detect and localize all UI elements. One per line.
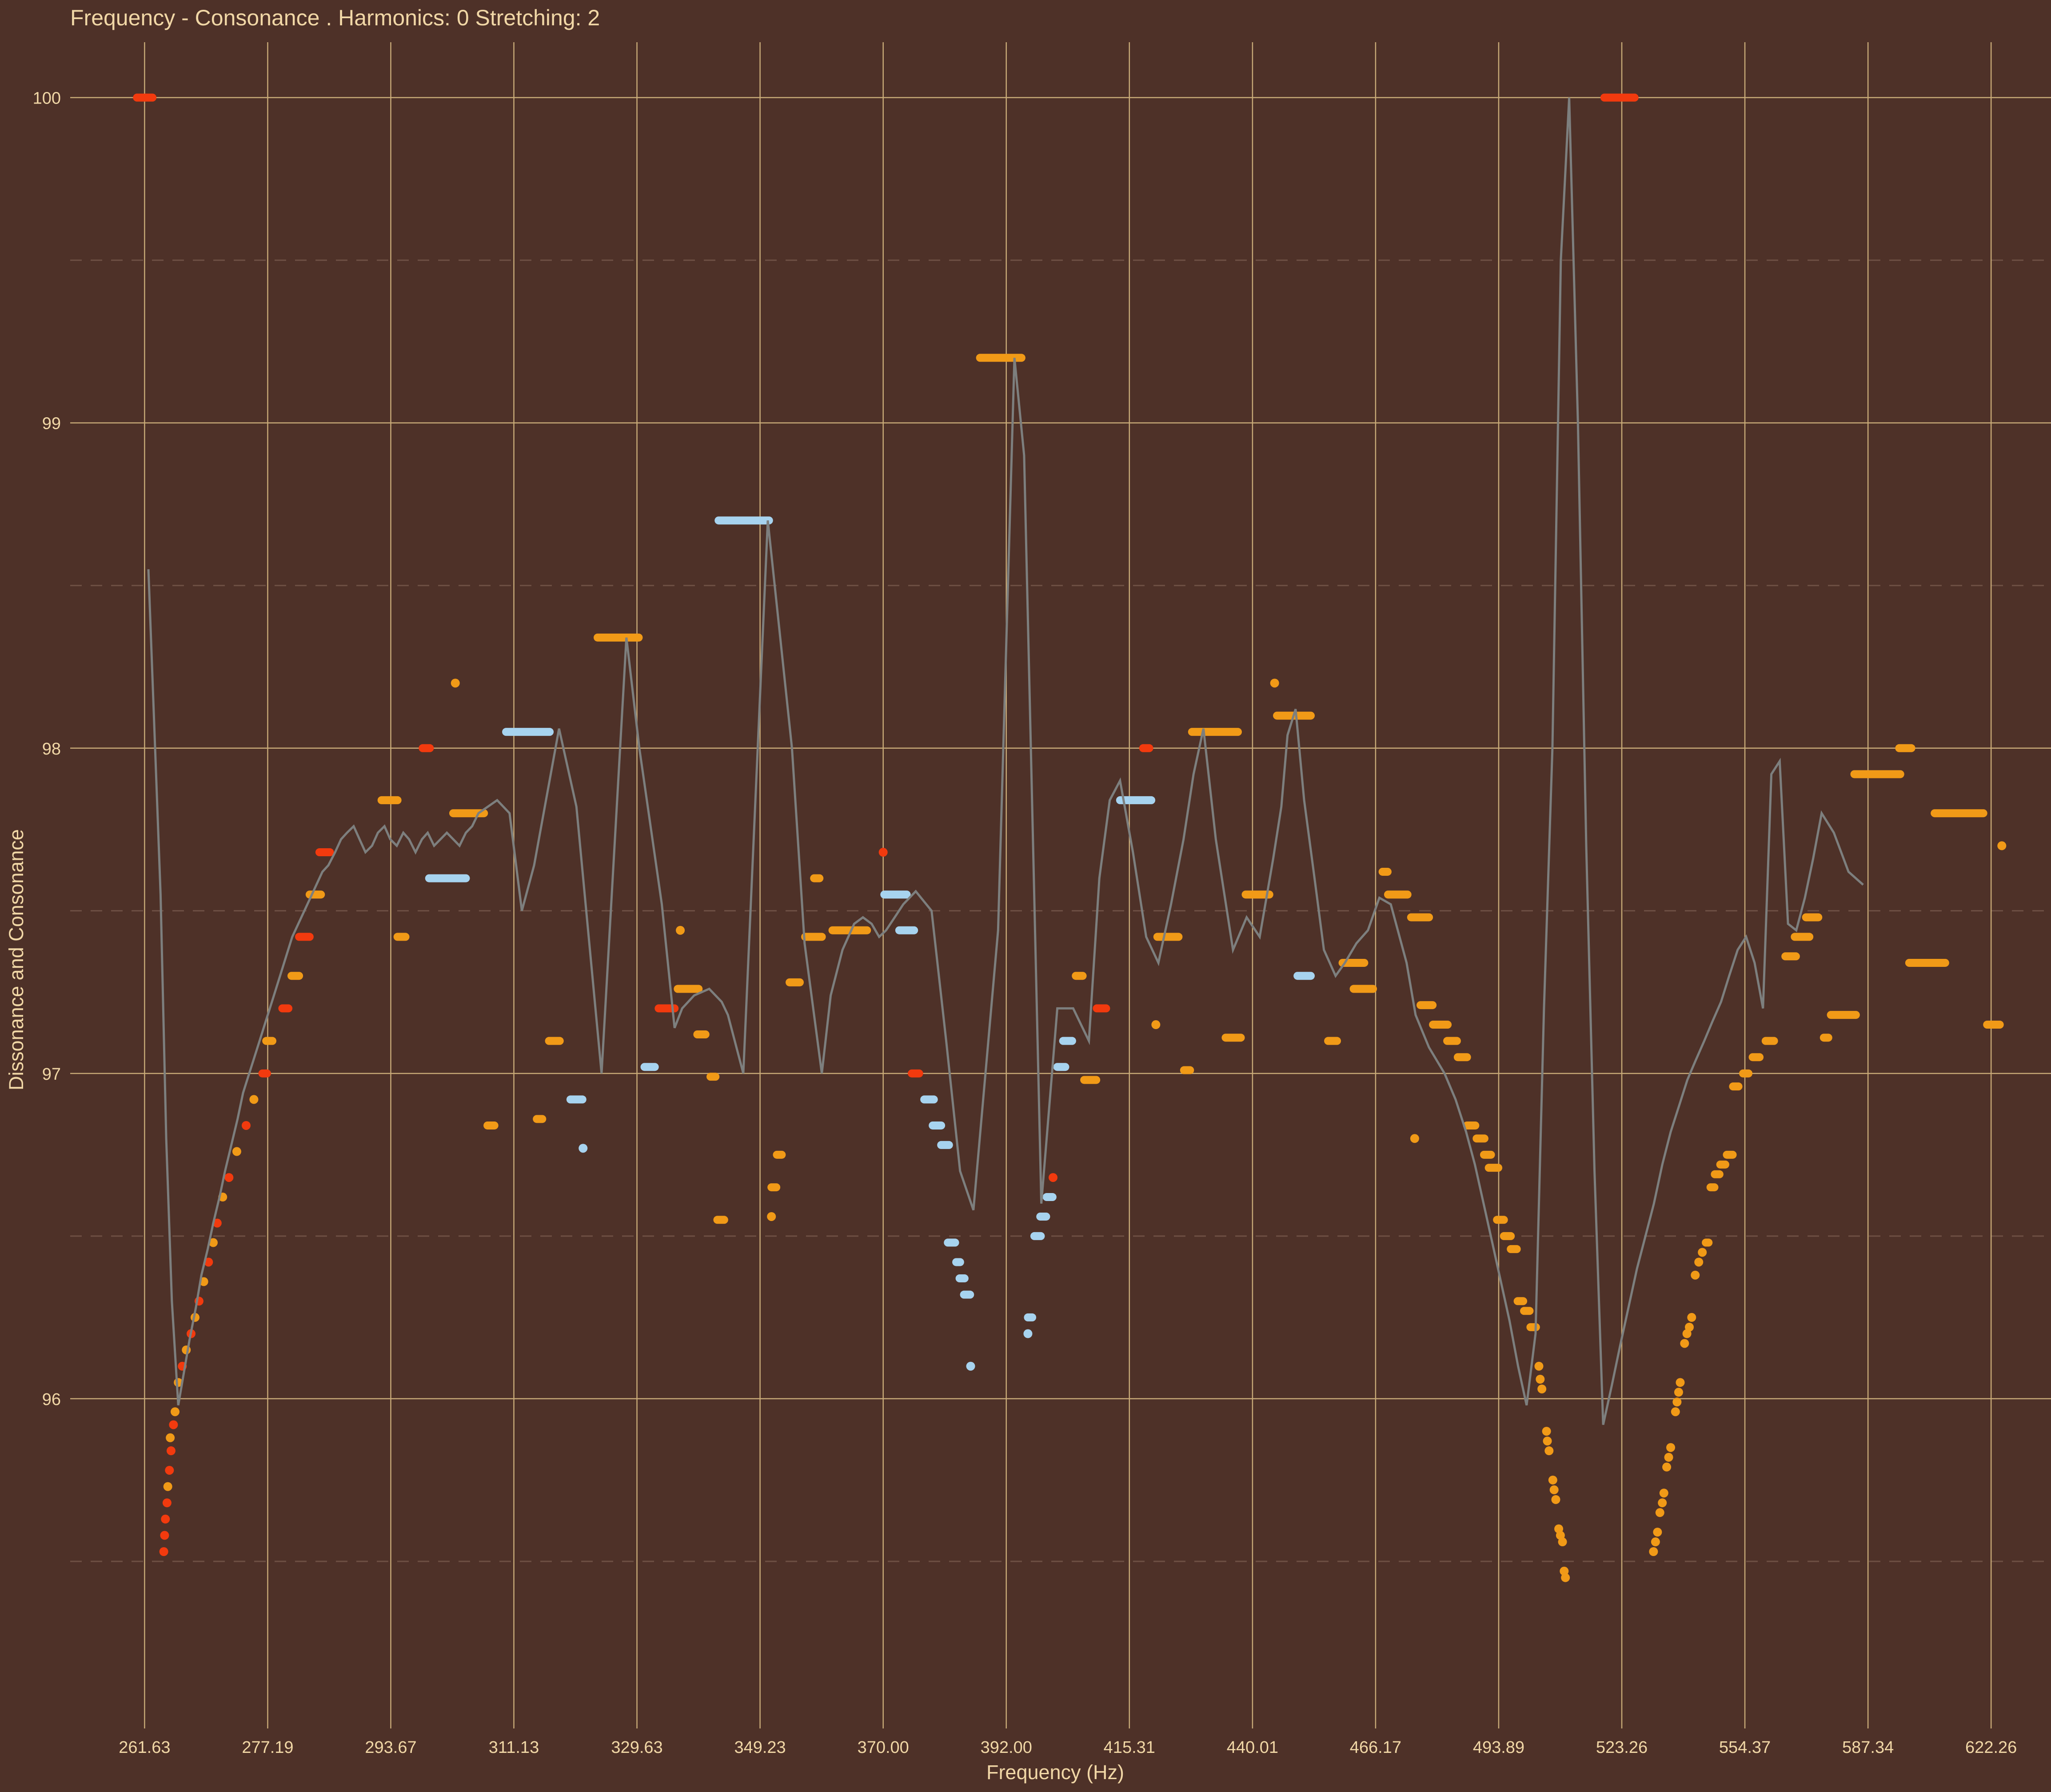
data-point	[1049, 1173, 1058, 1182]
y-tick-label: 98	[42, 740, 61, 758]
x-tick-label: 440.01	[1227, 1738, 1278, 1757]
data-point	[1542, 1427, 1551, 1436]
y-tick-label: 99	[42, 415, 61, 433]
data-point	[169, 1420, 178, 1429]
data-point	[1536, 1375, 1545, 1384]
data-point	[1551, 1495, 1560, 1504]
y-axis-tick-labels: 96 97 98 99 100	[33, 89, 61, 1409]
data-point	[170, 1407, 180, 1417]
data-point	[1997, 841, 2007, 850]
data-point	[1662, 1462, 1672, 1472]
data-point	[1534, 1361, 1544, 1371]
data-point	[160, 1531, 169, 1540]
data-point	[1694, 1257, 1704, 1267]
data-point	[241, 1121, 251, 1130]
data-point	[878, 848, 888, 857]
x-tick-label: 493.89	[1473, 1738, 1524, 1757]
data-point	[579, 1144, 588, 1153]
x-tick-label: 587.34	[1842, 1738, 1894, 1757]
data-point	[159, 1547, 168, 1556]
y-tick-label: 96	[42, 1390, 61, 1409]
data-point	[1680, 1339, 1689, 1348]
data-point	[767, 1212, 776, 1221]
data-point	[249, 1095, 259, 1104]
x-tick-label: 293.67	[365, 1738, 416, 1757]
data-point	[166, 1446, 176, 1456]
data-point	[966, 1361, 975, 1371]
data-point	[162, 1498, 172, 1508]
x-tick-label: 554.37	[1719, 1738, 1771, 1757]
data-point	[1270, 678, 1279, 688]
y-tick-label: 97	[42, 1065, 61, 1084]
data-point	[1151, 1020, 1161, 1030]
x-tick-label: 466.17	[1350, 1738, 1401, 1757]
data-point	[212, 1218, 222, 1228]
data-point	[1658, 1498, 1667, 1508]
major-gridlines	[70, 42, 2051, 1728]
data-point	[1653, 1528, 1662, 1537]
data-point	[1684, 1322, 1694, 1332]
chart-title: Frequency - Consonance . Harmonics: 0 St…	[70, 5, 600, 30]
data-point	[208, 1238, 218, 1247]
data-point	[1691, 1270, 1700, 1280]
x-tick-label: 415.31	[1104, 1738, 1155, 1757]
x-tick-label: 329.63	[611, 1738, 662, 1757]
data-point	[161, 1514, 170, 1524]
x-tick-label: 392.00	[981, 1738, 1032, 1757]
data-point	[1548, 1475, 1557, 1485]
data-point	[204, 1257, 213, 1267]
data-point	[224, 1173, 234, 1182]
data-point	[1649, 1547, 1658, 1556]
x-tick-label: 261.63	[119, 1738, 170, 1757]
data-point	[1537, 1384, 1547, 1393]
data-point	[1698, 1248, 1707, 1257]
data-point	[1410, 1134, 1419, 1143]
data-point	[1558, 1537, 1567, 1547]
x-tick-label: 622.26	[1965, 1738, 2017, 1757]
x-tick-label: 277.19	[242, 1738, 293, 1757]
data-point	[1651, 1537, 1660, 1547]
data-point	[1676, 1378, 1685, 1387]
x-tick-label: 523.26	[1596, 1738, 1648, 1757]
y-axis-label: Dissonance and Consonance	[5, 829, 28, 1090]
data-point	[1671, 1407, 1680, 1417]
x-tick-label: 370.00	[858, 1738, 909, 1757]
data-point	[1687, 1313, 1696, 1322]
x-axis-tick-labels: 261.63 277.19 293.67 311.13 329.63 349.23 370.…	[119, 1738, 2017, 1757]
data-point	[1672, 1397, 1682, 1407]
data-point	[1549, 1485, 1559, 1494]
data-point	[165, 1465, 174, 1475]
data-point	[232, 1147, 241, 1156]
data-point	[1674, 1388, 1683, 1397]
data-point	[166, 1433, 175, 1442]
data-point	[163, 1482, 172, 1491]
consonance-line	[147, 97, 1864, 1425]
data-point	[1544, 1446, 1554, 1456]
data-point	[1666, 1443, 1676, 1452]
data-point	[1664, 1453, 1673, 1462]
y-tick-label: 100	[33, 89, 61, 108]
x-tick-label: 349.23	[734, 1738, 786, 1757]
data-point	[451, 678, 460, 688]
data-point	[1659, 1489, 1668, 1498]
minor-gridlines	[70, 259, 2051, 1562]
data-point	[1543, 1437, 1552, 1446]
data-point	[676, 926, 685, 935]
data-point	[1023, 1329, 1033, 1338]
x-tick-label: 311.13	[489, 1738, 539, 1757]
data-point	[1561, 1573, 1570, 1582]
data-point	[1655, 1508, 1664, 1517]
x-axis-label: Frequency (Hz)	[986, 1761, 1124, 1784]
